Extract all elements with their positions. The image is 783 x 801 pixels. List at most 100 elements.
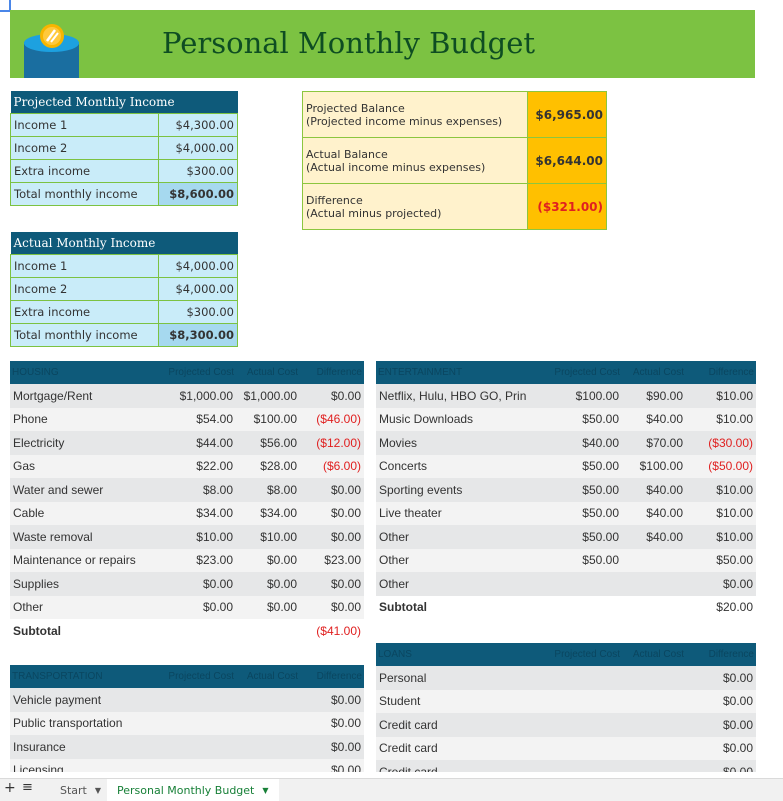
projected-cost[interactable]: $50.00 xyxy=(544,454,622,478)
actual-cost[interactable]: $0.00 xyxy=(236,548,300,572)
actual-cost[interactable]: $8.00 xyxy=(236,478,300,502)
column-header[interactable]: Actual Cost xyxy=(622,643,686,666)
balance-label-cell[interactable]: Actual Balance (Actual income minus expen… xyxy=(302,137,528,184)
expense-label[interactable]: Music Downloads xyxy=(376,407,544,431)
empty-cell[interactable] xyxy=(622,595,686,619)
income-value[interactable]: $4,000.00 xyxy=(158,277,238,301)
projected-cost[interactable] xyxy=(156,711,236,735)
column-header[interactable]: Projected Cost xyxy=(156,665,236,688)
actual-cost[interactable] xyxy=(236,758,300,772)
actual-cost[interactable]: $56.00 xyxy=(236,431,300,455)
expense-label[interactable]: Licensing xyxy=(10,758,156,772)
projected-cost[interactable] xyxy=(544,666,622,690)
difference[interactable]: $0.00 xyxy=(686,713,756,737)
actual-cost[interactable]: $0.00 xyxy=(236,572,300,596)
column-header[interactable]: Projected Cost xyxy=(544,361,622,384)
income-label[interactable]: Extra income xyxy=(10,300,159,324)
balance-label-cell[interactable]: Projected Balance (Projected income minus… xyxy=(302,91,528,138)
income-label[interactable]: Income 1 xyxy=(10,113,159,137)
actual-cost[interactable]: $1,000.00 xyxy=(236,384,300,408)
difference[interactable]: $50.00 xyxy=(686,548,756,572)
expense-label[interactable]: Netflix, Hulu, HBO GO, Prin xyxy=(376,384,544,408)
section-title[interactable]: HOUSING xyxy=(10,361,156,384)
column-header[interactable]: Difference xyxy=(686,643,756,666)
projected-cost[interactable]: $50.00 xyxy=(544,501,622,525)
sheet-tab-personal-monthly-budget[interactable]: Personal Monthly Budget ▼ xyxy=(107,779,279,801)
column-header[interactable]: Difference xyxy=(300,361,364,384)
difference[interactable]: $0.00 xyxy=(300,384,364,408)
empty-cell[interactable] xyxy=(544,595,622,619)
difference[interactable]: ($50.00) xyxy=(686,454,756,478)
projected-cost[interactable]: $40.00 xyxy=(544,431,622,455)
total-value[interactable]: $8,600.00 xyxy=(158,182,238,206)
income-label[interactable]: Income 1 xyxy=(10,254,159,278)
projected-cost[interactable] xyxy=(544,689,622,713)
balance-label[interactable]: Actual Balance xyxy=(306,147,388,161)
projected-cost[interactable]: $50.00 xyxy=(544,407,622,431)
expense-label[interactable]: Supplies xyxy=(10,572,156,596)
column-header[interactable]: Projected Cost xyxy=(156,361,236,384)
difference[interactable]: ($46.00) xyxy=(300,407,364,431)
projected-cost[interactable] xyxy=(156,735,236,759)
add-sheet-button[interactable]: + xyxy=(4,780,16,796)
empty-cell[interactable] xyxy=(236,619,300,641)
difference[interactable]: ($30.00) xyxy=(686,431,756,455)
subtotal-value[interactable]: ($41.00) xyxy=(300,619,364,641)
income-label[interactable]: Income 2 xyxy=(10,136,159,160)
income-value[interactable]: $4,300.00 xyxy=(158,113,238,137)
expense-label[interactable]: Maintenance or repairs xyxy=(10,548,156,572)
projected-cost[interactable]: $54.00 xyxy=(156,407,236,431)
difference[interactable]: $10.00 xyxy=(686,478,756,502)
balance-label-cell[interactable]: Difference (Actual minus projected) xyxy=(302,183,528,230)
projected-cost[interactable]: $22.00 xyxy=(156,454,236,478)
balance-label[interactable]: Difference xyxy=(306,193,363,207)
balance-value[interactable]: $6,644.00 xyxy=(527,137,607,184)
actual-cost[interactable]: $40.00 xyxy=(622,501,686,525)
actual-cost[interactable] xyxy=(236,688,300,712)
balance-label[interactable]: Projected Balance xyxy=(306,101,405,115)
income-label[interactable]: Income 2 xyxy=(10,277,159,301)
actual-cost[interactable]: $28.00 xyxy=(236,454,300,478)
projected-cost[interactable] xyxy=(156,758,236,772)
difference[interactable]: $0.00 xyxy=(300,595,364,619)
projected-cost[interactable] xyxy=(544,760,622,772)
actual-cost[interactable] xyxy=(622,689,686,713)
difference[interactable]: $10.00 xyxy=(686,501,756,525)
expense-label[interactable]: Sporting events xyxy=(376,478,544,502)
balance-sublabel[interactable]: (Actual income minus expenses) xyxy=(306,160,486,174)
expense-label[interactable]: Movies xyxy=(376,431,544,455)
column-header[interactable]: Actual Cost xyxy=(236,361,300,384)
projected-cost[interactable] xyxy=(544,713,622,737)
actual-cost[interactable] xyxy=(622,713,686,737)
column-header[interactable]: Difference xyxy=(686,361,756,384)
expense-label[interactable]: Credit card xyxy=(376,760,544,772)
expense-label[interactable]: Credit card xyxy=(376,736,544,760)
difference[interactable]: $0.00 xyxy=(300,688,364,712)
difference[interactable]: $0.00 xyxy=(686,760,756,772)
actual-cost[interactable]: $40.00 xyxy=(622,407,686,431)
expense-label[interactable]: Mortgage/Rent xyxy=(10,384,156,408)
actual-cost[interactable] xyxy=(236,735,300,759)
difference[interactable]: $23.00 xyxy=(300,548,364,572)
column-header[interactable]: Projected Cost xyxy=(544,643,622,666)
expense-label[interactable]: Waste removal xyxy=(10,525,156,549)
expense-label[interactable]: Live theater xyxy=(376,501,544,525)
subtotal-label[interactable]: Subtotal xyxy=(376,595,544,619)
expense-label[interactable]: Other xyxy=(376,548,544,572)
difference[interactable]: ($6.00) xyxy=(300,454,364,478)
balance-value[interactable]: $6,965.00 xyxy=(527,91,607,138)
dropdown-arrow-icon[interactable]: ▼ xyxy=(262,785,269,795)
sheet-tab-start[interactable]: Start ▼ xyxy=(50,779,111,801)
actual-cost[interactable]: $40.00 xyxy=(622,478,686,502)
projected-cost[interactable]: $50.00 xyxy=(544,525,622,549)
projected-cost[interactable]: $23.00 xyxy=(156,548,236,572)
difference[interactable]: $0.00 xyxy=(300,525,364,549)
expense-label[interactable]: Public transportation xyxy=(10,711,156,735)
projected-cost[interactable] xyxy=(544,736,622,760)
empty-cell[interactable] xyxy=(156,619,236,641)
actual-cost[interactable] xyxy=(236,711,300,735)
actual-cost[interactable]: $100.00 xyxy=(622,454,686,478)
actual-cost[interactable]: $10.00 xyxy=(236,525,300,549)
projected-cost[interactable]: $0.00 xyxy=(156,572,236,596)
actual-cost[interactable] xyxy=(622,666,686,690)
